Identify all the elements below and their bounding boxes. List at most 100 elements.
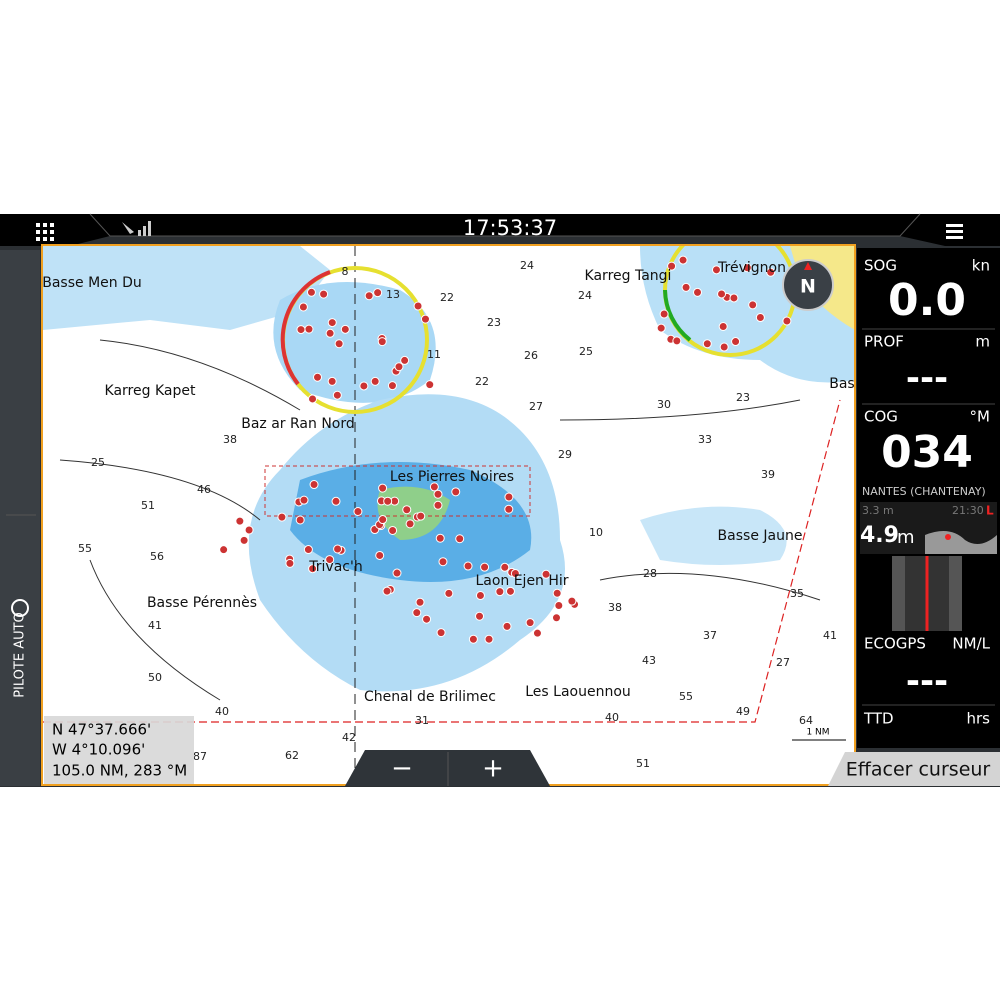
rock — [422, 614, 432, 624]
rock — [468, 634, 478, 644]
place-name: Chenal de Brilimec — [364, 689, 496, 705]
rock — [370, 376, 380, 386]
compass[interactable] — [782, 259, 834, 311]
clear-cursor-button[interactable]: Effacer curseur — [846, 759, 991, 781]
sounding: 8 — [342, 265, 349, 278]
rock — [693, 287, 703, 297]
rock — [415, 597, 425, 607]
depth-unit: m — [975, 333, 990, 351]
place-name: Trévignon — [717, 260, 786, 276]
rock — [239, 535, 249, 545]
scale-label: 1 NM — [806, 728, 829, 738]
rock — [551, 613, 561, 623]
sounding: 56 — [150, 550, 164, 563]
rock — [433, 500, 443, 510]
place-name: Basse Men Du — [42, 275, 142, 291]
light-sector-red — [280, 270, 331, 386]
sounding: 27 — [529, 400, 543, 413]
tide-station: NANTES (CHANTENAY) — [862, 485, 986, 498]
rock — [285, 558, 295, 568]
rock — [353, 507, 363, 517]
rock — [382, 586, 392, 596]
tide-time: 21:30 — [952, 504, 984, 517]
rock — [484, 634, 494, 644]
rock — [277, 512, 287, 522]
sounding: 29 — [558, 448, 572, 461]
rock — [659, 309, 669, 319]
rock — [235, 516, 245, 526]
rock — [525, 618, 535, 628]
sounding: 55 — [679, 690, 693, 703]
rock — [444, 588, 454, 598]
north-arrow — [804, 262, 812, 270]
rock — [480, 562, 490, 572]
rock — [392, 568, 402, 578]
rock — [375, 550, 385, 560]
place-name: Karreg Tangi — [585, 268, 672, 284]
rock — [495, 587, 505, 597]
rock — [394, 362, 404, 372]
sounding: 51 — [141, 499, 155, 512]
sounding: 38 — [223, 433, 237, 446]
rock — [719, 342, 729, 352]
rock — [244, 525, 254, 535]
clock: 17:53:37 — [463, 216, 557, 240]
cog-unit: °M — [970, 408, 990, 426]
rock — [388, 525, 398, 535]
rock — [433, 489, 443, 499]
sounding: 41 — [823, 629, 837, 642]
apps-button[interactable] — [36, 223, 54, 241]
rocks — [219, 255, 792, 644]
left-strip[interactable] — [0, 250, 40, 786]
sounding: 33 — [698, 433, 712, 446]
rock — [552, 588, 562, 598]
sounding: 35 — [790, 587, 804, 600]
sounding: 46 — [197, 483, 211, 496]
cog-value: 034 — [881, 427, 973, 478]
rock — [672, 336, 682, 346]
rock — [378, 515, 388, 525]
ttd-label: TTD — [863, 710, 894, 728]
cog-label: COG — [864, 408, 898, 426]
sounding: 25 — [91, 456, 105, 469]
autopilot-label[interactable]: PILOTE AUTO — [13, 612, 28, 698]
shallow-area — [43, 246, 330, 330]
rock — [304, 324, 314, 334]
place-name: Les Pierres Noires — [390, 469, 514, 485]
zoom-out-button[interactable]: − — [391, 754, 413, 784]
rock — [332, 390, 342, 400]
rock — [532, 628, 542, 638]
menu-button[interactable] — [946, 224, 963, 239]
zoom-in-button[interactable]: + — [482, 754, 504, 784]
rock — [327, 376, 337, 386]
rock — [378, 483, 388, 493]
compass-label: N — [800, 276, 816, 298]
rock — [413, 301, 423, 311]
light-sector-green — [663, 289, 692, 342]
rock — [502, 621, 512, 631]
rock — [359, 381, 369, 391]
sounding: 10 — [589, 526, 603, 539]
depth-label: PROF — [864, 333, 904, 351]
rock — [308, 564, 318, 574]
sounding: 13 — [386, 288, 400, 301]
tide-flag: L — [986, 504, 994, 518]
rock — [319, 289, 329, 299]
rock — [567, 596, 577, 606]
place-name: Baz ar Ran Nord — [241, 416, 355, 432]
sounding: 26 — [524, 349, 538, 362]
rock — [299, 495, 309, 505]
rock — [678, 255, 688, 265]
sounding: 40 — [605, 711, 619, 724]
rock — [766, 267, 776, 277]
place-name: Bas — [829, 376, 854, 392]
rock — [438, 557, 448, 567]
sounding: 55 — [78, 542, 92, 555]
sounding: 28 — [643, 567, 657, 580]
rock — [554, 600, 564, 610]
sounding: 87 — [193, 750, 207, 763]
rock — [420, 314, 430, 324]
rock — [306, 287, 316, 297]
ttd-unit: hrs — [967, 710, 991, 728]
